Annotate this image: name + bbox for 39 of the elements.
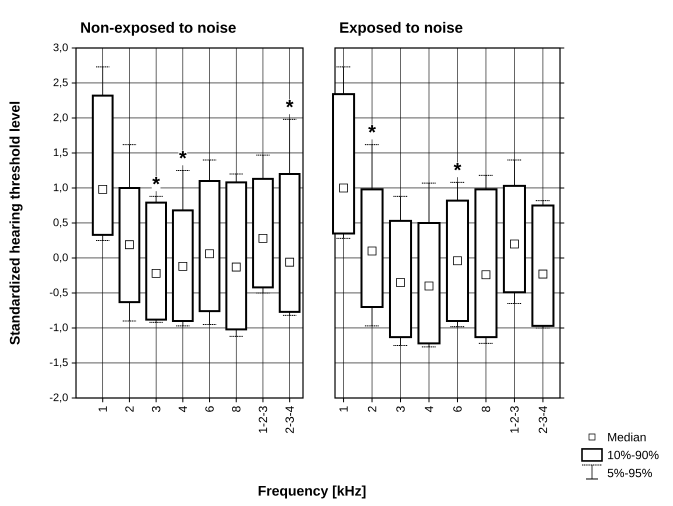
y-axis-title: Standardized hearing threshold level [9,102,23,345]
chart-title: Exposed to noise [340,22,462,36]
x-tick-label: 3 [152,406,160,412]
y-tick-label: -1,0 [50,323,68,333]
text: 10%-90% [608,450,659,460]
y-tick-label: 2,5 [54,78,68,88]
x-tick-label: 1-2-3 [510,406,519,433]
x-tick-label: 8 [482,406,490,412]
x-tick-label: 2 [125,406,134,412]
x-tick-label: 6 [205,406,214,412]
y-tick-label: 1,5 [54,148,68,158]
y-tick-label: -2,0 [50,393,68,403]
x-tick-label: 2-3-4 [285,406,294,434]
x-tick-label: 1-2-3 [258,406,268,433]
x-tick-label: 6 [453,406,462,412]
text: Median [608,432,646,442]
x-tick-label: 1 [339,406,348,412]
chart-title: Non-exposed to noise [81,22,236,36]
text: 5%-95% [608,468,652,478]
x-tick-label: 2 [368,406,376,412]
annotation: * [179,151,187,158]
y-tick-label: 2,0 [54,113,68,123]
annotation: * [152,176,160,184]
x-tick-label: 2-3-4 [538,406,548,434]
annotation: * [454,162,462,170]
x-tick-label: 8 [232,406,240,412]
x-tick-label: 4 [424,406,434,412]
y-tick-label: -1,5 [50,358,68,368]
annotation: * [368,125,376,133]
x-axis-title: Frequency [kHz] [258,485,366,498]
y-tick-label: 0,0 [53,253,68,263]
y-tick-label: 1,0 [54,183,68,193]
y-tick-label: -0,5 [50,288,68,298]
y-tick-label: 0,5 [53,218,68,228]
annotation: * [286,100,294,108]
x-tick-label: 3 [396,406,405,412]
y-tick-label: 3,0 [53,43,68,53]
x-tick-label: 1 [98,406,107,412]
x-tick-label: 4 [178,406,187,412]
